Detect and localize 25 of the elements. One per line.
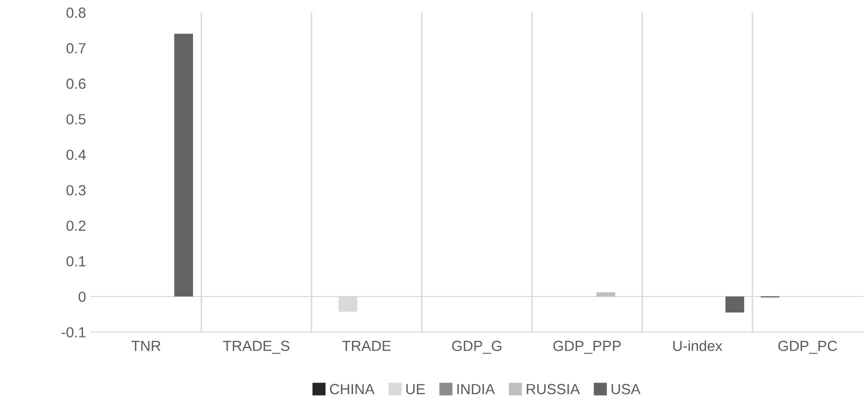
bar: [725, 296, 744, 312]
legend-label: RUSSIA: [526, 384, 580, 394]
y-tick-label: 0.8: [66, 8, 86, 18]
legend-label: UE: [406, 384, 425, 394]
y-tick-label: -0.1: [62, 327, 86, 338]
legend-label: USA: [612, 384, 640, 394]
y-tick-label: 0.5: [66, 114, 86, 124]
x-tick-label: GDP_G: [452, 340, 502, 354]
bar: [174, 34, 193, 296]
x-tick-label: GDP_PC: [778, 340, 837, 354]
bar: [596, 292, 616, 296]
y-tick-label: 0.1: [66, 256, 86, 266]
legend-label: CHINA: [330, 384, 375, 394]
legend-label: INDIA: [457, 384, 495, 394]
x-tick-label: TNR: [131, 340, 160, 351]
y-tick-label: 0: [78, 292, 86, 302]
y-tick-label: 0.3: [66, 185, 86, 196]
y-tick-label: 0.6: [66, 78, 86, 89]
x-tick-label: TRADE: [342, 340, 391, 351]
y-tick-label: 0.4: [66, 150, 86, 160]
x-tick-label: TRADE_S: [223, 340, 290, 354]
y-tick-label: 0.7: [66, 43, 86, 54]
y-tick-label: 0.2: [66, 220, 86, 231]
x-tick-label: GDP_PPP: [553, 340, 621, 354]
x-tick-label: U-index: [673, 340, 722, 352]
